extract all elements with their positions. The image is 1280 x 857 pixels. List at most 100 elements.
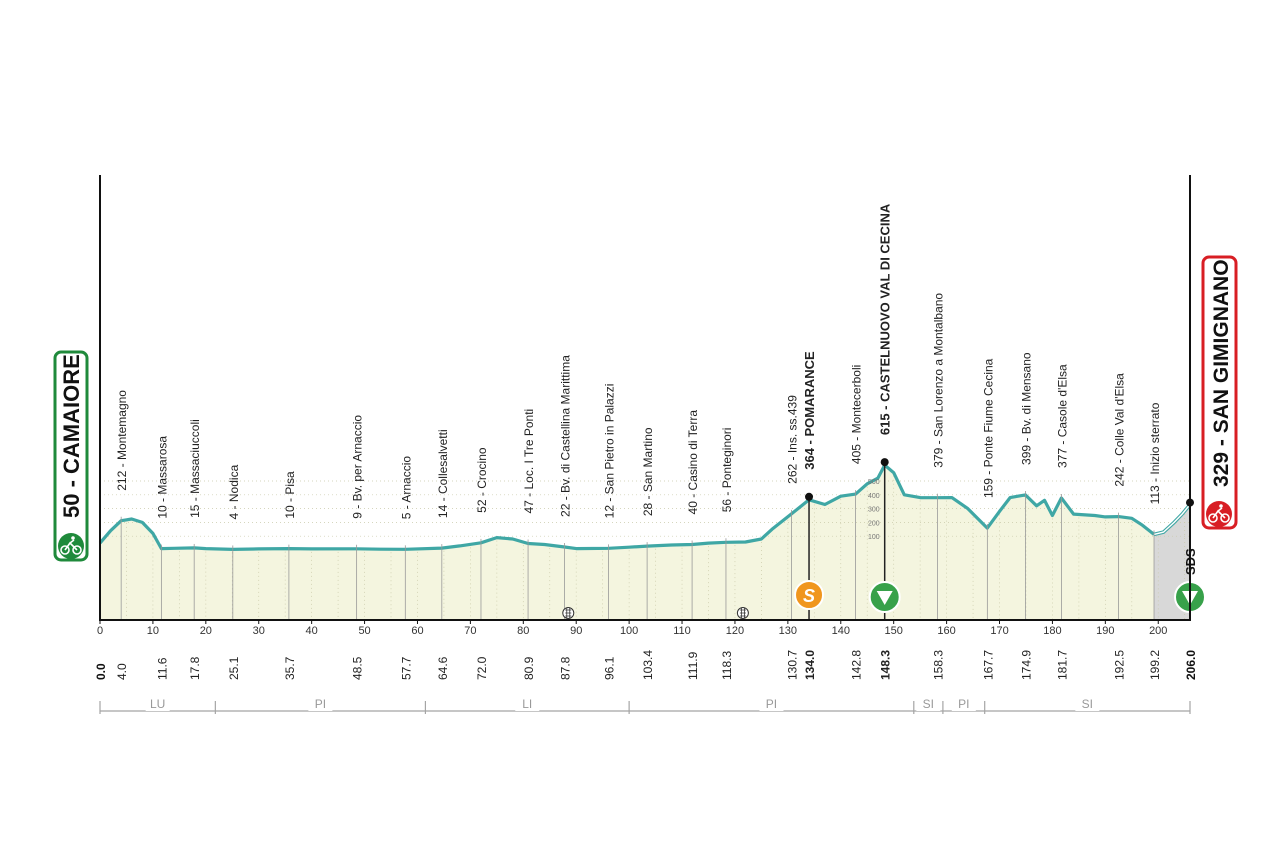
waypoint-km-label: 11.6 <box>155 657 169 680</box>
x-tick-label: 170 <box>990 625 1008 637</box>
finish-title: 329 - SAN GIMIGNANO <box>1210 259 1233 487</box>
province-label: SI <box>1082 697 1093 711</box>
waypoint-label: 262 - Ins. ss.439 <box>786 395 800 484</box>
start-badge: 50 - CAMAIORE <box>53 350 89 562</box>
waypoint-label: 242 - Colle Val d'Elsa <box>1113 373 1127 487</box>
waypoint-label: 9 - Bv. per Arnaccio <box>351 415 365 519</box>
province-label: LI <box>522 697 532 711</box>
waypoint-km-label: 87.8 <box>559 656 573 680</box>
province-label-bg <box>308 697 333 711</box>
waypoint-label: 14 - Collesalvetti <box>436 429 450 518</box>
province-label-bg <box>916 697 941 711</box>
waypoint-label: 377 - Casole d'Elsa <box>1055 364 1069 468</box>
altitude-scale-label: 300 <box>868 507 880 514</box>
province-label: PI <box>315 697 326 711</box>
province-label: LU <box>150 697 165 711</box>
waypoint-km-label: 96.1 <box>602 656 616 680</box>
altitude-scale-label: 500 <box>868 479 880 486</box>
waypoint-km-label: 134.0 <box>803 650 817 680</box>
waypoint-label: 10 - Pisa <box>283 471 297 519</box>
waypoint-km-label: 118.3 <box>720 651 734 680</box>
x-tick-label: 180 <box>1043 625 1061 637</box>
waypoint-km-label: 64.6 <box>436 656 450 680</box>
province-label-bg <box>515 697 540 711</box>
x-tick-label: 100 <box>620 625 638 637</box>
waypoint-km-label: 167.7 <box>981 650 995 680</box>
x-tick-label: 30 <box>253 625 265 637</box>
x-tick-label: 190 <box>1096 625 1114 637</box>
waypoint-label: 28 - San Martino <box>641 427 655 516</box>
waypoint-km-label: 103.4 <box>641 650 655 680</box>
waypoint-label: 399 - Bv. di Mensano <box>1019 352 1033 465</box>
rail-crossing-glyph <box>739 608 746 618</box>
waypoint-label: 5 - Arnaccio <box>399 456 413 520</box>
waypoint-label: 22 - Bv. di Castellina Marittima <box>559 355 573 517</box>
waypoint-label: 615 - CASTELNUOVO VAL DI CECINA <box>878 203 893 435</box>
finish-badge: 329 - SAN GIMIGNANO <box>1201 255 1238 530</box>
start-cyclist-icon <box>58 533 84 559</box>
x-tick-label: 20 <box>200 625 212 637</box>
waypoint-km-label: 35.7 <box>283 656 297 680</box>
altitude-scale-label: 200 <box>868 520 880 527</box>
x-tick-label: 120 <box>726 625 744 637</box>
x-tick-label: 200 <box>1149 625 1167 637</box>
waypoint-label: 379 - San Lorenzo a Montalbano <box>932 293 946 468</box>
x-tick-label: 160 <box>937 625 955 637</box>
province-label: PI <box>766 697 777 711</box>
start-title: 50 - CAMAIORE <box>59 354 84 518</box>
province-label-bg <box>759 697 784 711</box>
waypoint-label: 52 - Crocino <box>475 447 489 513</box>
waypoint-km-label: 192.5 <box>1113 650 1127 680</box>
waypoint-km-label: 72.0 <box>475 656 489 680</box>
x-tick-label: 140 <box>832 625 850 637</box>
province-label-bg <box>1075 697 1100 711</box>
waypoint-km-label: 80.9 <box>522 656 536 680</box>
sprint-marker-letter: S <box>803 586 815 606</box>
x-tick-label: 40 <box>306 625 318 637</box>
waypoint-label: 47 - Loc. I Tre Ponti <box>522 409 536 514</box>
x-tick-label: 10 <box>147 625 159 637</box>
feed-zone-triangle-icon <box>876 591 893 605</box>
waypoint-label: 40 - Casino di Terra <box>686 410 700 515</box>
waypoint-km-label: 199.2 <box>1148 650 1162 680</box>
waypoint-label: 56 - Ponteginori <box>720 428 734 513</box>
waypoint-label: 113 - Inizio sterrato <box>1148 402 1162 504</box>
x-tick-label: 0 <box>97 625 103 637</box>
waypoint-km-label: 48.5 <box>351 656 365 680</box>
rail-crossing-glyph <box>565 608 572 618</box>
x-tick-label: 60 <box>411 625 423 637</box>
waypoint-label: 364 - POMARANCE <box>802 351 817 470</box>
province-label: PI <box>958 697 969 711</box>
waypoint-km-label: 17.8 <box>188 656 202 680</box>
waypoint-km-label: 57.7 <box>399 656 413 680</box>
province-label-bg <box>951 697 976 711</box>
x-tick-label: 110 <box>673 625 691 637</box>
waypoint-label: 405 - Montecerboli <box>850 365 864 464</box>
waypoint-label: 10 - Massarosa <box>155 436 169 519</box>
waypoint-label: 15 - Massaciuccoli <box>188 419 202 518</box>
start-km-label: 0.0 <box>94 663 108 680</box>
finish-cyclist-icon <box>1206 501 1232 527</box>
x-tick-label: 70 <box>464 625 476 637</box>
waypoint-summit-dot <box>805 492 814 501</box>
x-tick-label: 150 <box>885 625 903 637</box>
sprint-marker-icon <box>794 580 825 610</box>
x-tick-label: 130 <box>779 625 797 637</box>
province-label-bg <box>145 697 170 711</box>
waypoint-label: 212 - Montemagno <box>115 390 129 491</box>
x-tick-label: 80 <box>517 625 529 637</box>
waypoint-summit-dot <box>880 458 889 467</box>
x-tick-label: 50 <box>358 625 370 637</box>
waypoint-km-label: 142.8 <box>850 650 864 680</box>
waypoint-km-label: 130.7 <box>786 650 800 680</box>
waypoint-km-label: 25.1 <box>227 656 241 680</box>
waypoint-km-label: 174.9 <box>1019 650 1033 680</box>
waypoint-km-label: 111.9 <box>686 651 700 680</box>
altitude-scale-label: 400 <box>868 493 880 500</box>
waypoint-km-label: 4.0 <box>115 663 129 680</box>
waypoint-label: 4 - Nodica <box>227 464 241 519</box>
profile-area-fill <box>100 465 1190 620</box>
x-tick-label: 90 <box>570 625 582 637</box>
